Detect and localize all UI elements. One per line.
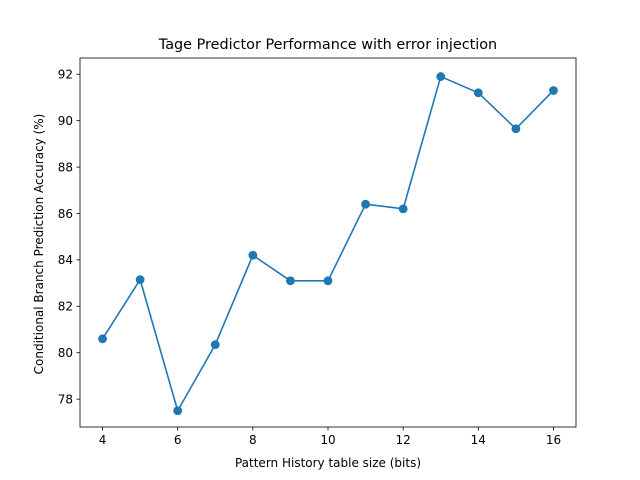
x-tick-label: 16 <box>546 433 561 447</box>
data-point <box>210 340 220 350</box>
data-series <box>98 72 558 416</box>
data-point <box>323 276 333 286</box>
data-point <box>248 250 258 260</box>
data-point <box>286 276 295 286</box>
x-axis: 4 6 8 10 12 14 16 <box>99 427 561 447</box>
x-tick-label: 4 <box>99 433 107 447</box>
y-tick-label: 82 <box>58 300 73 314</box>
y-axis: 78 80 82 84 86 88 90 92 <box>58 68 80 406</box>
x-tick-label: 14 <box>471 433 486 447</box>
x-tick-label: 12 <box>396 433 411 447</box>
data-point <box>511 124 521 134</box>
y-tick-label: 90 <box>58 114 73 128</box>
data-point <box>549 86 558 95</box>
y-tick-label: 78 <box>58 392 73 406</box>
data-point <box>473 88 483 98</box>
x-axis-label: Pattern History table size (bits) <box>235 456 421 470</box>
x-tick-label: 6 <box>174 433 182 447</box>
x-tick-label: 10 <box>320 433 335 447</box>
y-tick-label: 86 <box>58 207 73 221</box>
y-tick-label: 80 <box>58 346 73 360</box>
data-point <box>361 199 370 209</box>
chart-title: Tage Predictor Performance with error in… <box>158 37 497 53</box>
x-tick-label: 8 <box>249 433 257 447</box>
data-point <box>436 72 446 81</box>
data-point <box>135 275 145 285</box>
y-tick-label: 84 <box>58 253 73 267</box>
data-point <box>98 334 107 344</box>
data-point <box>398 204 408 214</box>
data-point <box>173 406 183 416</box>
y-axis-label: Conditional Branch Prediction Accuracy (… <box>32 114 46 375</box>
y-tick-label: 92 <box>58 68 73 82</box>
y-tick-label: 88 <box>58 160 73 174</box>
